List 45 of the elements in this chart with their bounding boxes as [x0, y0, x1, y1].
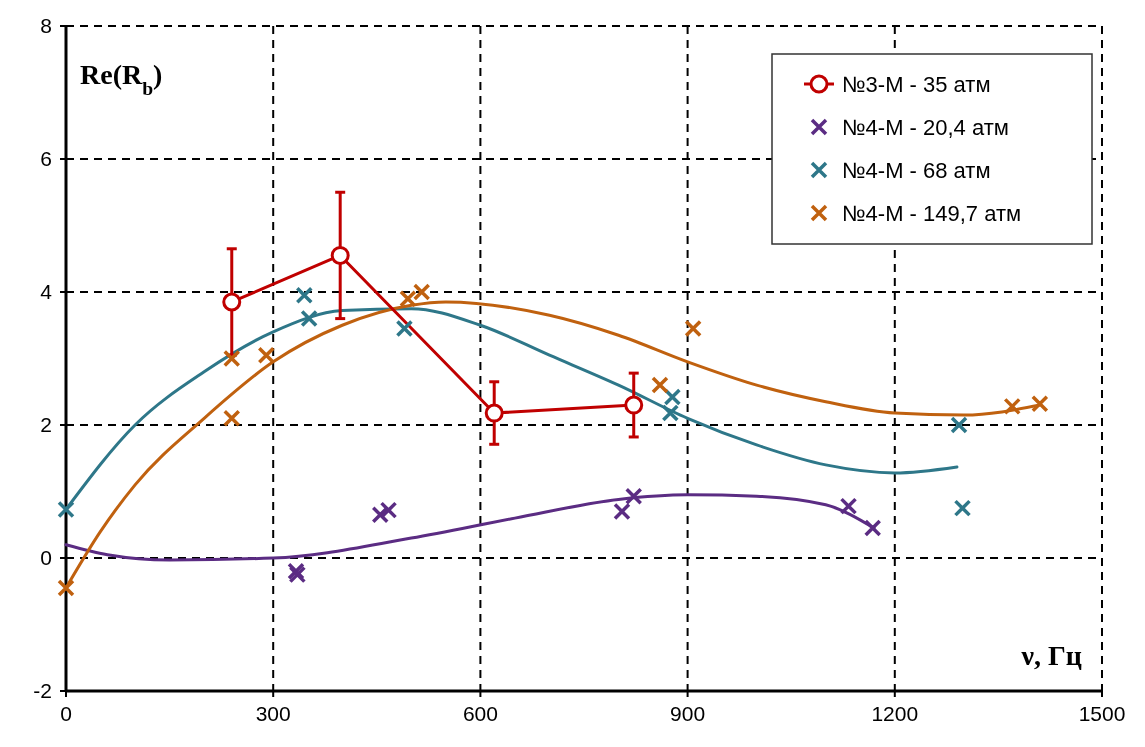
point	[57, 500, 75, 519]
y-tick-label: -2	[33, 679, 52, 702]
legend-label: №4-М - 20,4 атм	[842, 115, 1009, 140]
legend-label: №4-М - 68 атм	[842, 158, 991, 183]
point	[379, 501, 398, 519]
point	[57, 579, 75, 597]
y-tick-label: 2	[40, 413, 52, 436]
legend-label: №4-М - 149,7 атм	[842, 201, 1022, 226]
point	[222, 292, 242, 312]
x-tick-label: 1500	[1078, 702, 1126, 725]
point	[663, 388, 682, 406]
point	[330, 245, 350, 265]
point	[651, 376, 669, 394]
x-tick-label: 300	[255, 702, 291, 725]
point	[1003, 397, 1021, 416]
point	[839, 497, 858, 515]
x-tick-label: 900	[670, 702, 706, 725]
y-tick-label: 6	[40, 147, 52, 170]
y-tick-label: 0	[40, 546, 52, 569]
point	[661, 404, 680, 422]
point	[484, 403, 504, 423]
point	[412, 283, 431, 301]
point	[395, 319, 414, 338]
point	[1031, 394, 1049, 413]
point	[399, 289, 417, 308]
x-axis-title: ν, Гц	[1020, 640, 1082, 671]
x-tick-label: 600	[462, 702, 498, 725]
point	[371, 506, 389, 524]
point	[257, 346, 276, 364]
point	[624, 395, 644, 415]
y-tick-label: 8	[40, 14, 52, 37]
point	[223, 409, 241, 428]
y-axis-title: Re(R$_{b}$)	[80, 59, 163, 99]
point	[950, 416, 968, 434]
point	[295, 286, 314, 305]
y-tick-label: 4	[40, 280, 53, 303]
point	[613, 502, 631, 521]
point	[624, 487, 643, 505]
x-tick-label: 1200	[871, 702, 919, 725]
point	[300, 309, 318, 328]
point	[684, 319, 702, 338]
point	[953, 499, 972, 517]
point	[863, 519, 882, 537]
x-tick-label: 0	[60, 702, 72, 725]
legend-label: №3-М - 35 атм	[842, 72, 991, 97]
